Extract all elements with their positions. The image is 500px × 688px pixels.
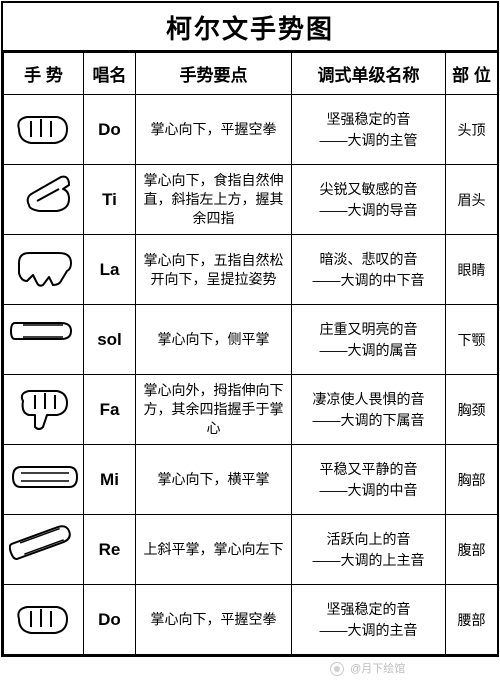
mode-name: 暗淡、悲叹的音——大调的中下音 (292, 235, 446, 305)
gesture-icon-cell (4, 515, 84, 585)
hand-gesture-icon (9, 350, 79, 367)
hand-gesture-icon (9, 490, 79, 507)
watermark: @月下绘馆 (330, 660, 405, 676)
chart-frame: 柯尔文手势图 手 势 唱名 手势要点 调式单级名称 部 位 Do掌心向下，平握空… (1, 1, 499, 657)
gesture-keypoints: 掌心向下，横平掌 (136, 445, 292, 515)
gesture-icon-cell (4, 585, 84, 655)
hand-gesture-icon (9, 560, 79, 577)
mode-name: 尖锐又敏感的音——大调的导音 (292, 165, 446, 235)
gesture-icon-cell (4, 375, 84, 445)
hand-gesture-icon (9, 280, 79, 297)
hand-gesture-icon (9, 140, 79, 157)
gesture-keypoints: 掌心向下，食指自然伸直，斜指左上方，握其余四指 (136, 165, 292, 235)
gesture-icon-cell (4, 305, 84, 375)
col-gesture: 手 势 (4, 53, 84, 95)
sing-name: Do (84, 95, 136, 165)
mode-line2: ——大调的下属音 (294, 410, 443, 430)
hand-gesture-icon (9, 630, 79, 647)
gesture-keypoints: 掌心向下，五指自然松开向下，呈提拉姿势 (136, 235, 292, 305)
mode-line1: 凄凉使人畏惧的音 (294, 389, 443, 409)
hand-gesture-icon (9, 420, 79, 437)
gesture-keypoints: 上斜平掌，掌心向左下 (136, 515, 292, 585)
mode-line2: ——大调的属音 (294, 340, 443, 360)
table-row: Mi掌心向下，横平掌平稳又平静的音——大调的中音胸部 (4, 445, 498, 515)
body-part: 下颚 (446, 305, 498, 375)
mode-line1: 庄重又明亮的音 (294, 319, 443, 339)
mode-name: 凄凉使人畏惧的音——大调的下属音 (292, 375, 446, 445)
mode-line2: ——大调的上主音 (294, 550, 443, 570)
chart-title: 柯尔文手势图 (3, 3, 497, 52)
sing-name: Re (84, 515, 136, 585)
mode-line1: 平稳又平静的音 (294, 459, 443, 479)
body-part: 胸颈 (446, 375, 498, 445)
body-part: 眼睛 (446, 235, 498, 305)
table-row: Fa掌心向外，拇指伸向下方，其余四指握手于掌心凄凉使人畏惧的音——大调的下属音胸… (4, 375, 498, 445)
gesture-icon-cell (4, 95, 84, 165)
mode-line1: 暗淡、悲叹的音 (294, 249, 443, 269)
table-row: Re上斜平掌，掌心向左下活跃向上的音——大调的上主音腹部 (4, 515, 498, 585)
mode-line1: 活跃向上的音 (294, 529, 443, 549)
mode-line2: ——大调的导音 (294, 200, 443, 220)
mode-name: 坚强稳定的音——大调的主管 (292, 95, 446, 165)
body-part: 头顶 (446, 95, 498, 165)
gesture-keypoints: 掌心向外，拇指伸向下方，其余四指握手于掌心 (136, 375, 292, 445)
mode-line1: 尖锐又敏感的音 (294, 179, 443, 199)
mode-line2: ——大调的中下音 (294, 270, 443, 290)
mode-line1: 坚强稳定的音 (294, 109, 443, 129)
table-row: sol掌心向下，侧平掌庄重又明亮的音——大调的属音下颚 (4, 305, 498, 375)
mode-line2: ——大调的主管 (294, 130, 443, 150)
gesture-icon-cell (4, 235, 84, 305)
sing-name: sol (84, 305, 136, 375)
gesture-table: 手 势 唱名 手势要点 调式单级名称 部 位 Do掌心向下，平握空拳坚强稳定的音… (3, 52, 498, 655)
hand-gesture-icon (9, 210, 79, 227)
mode-name: 庄重又明亮的音——大调的属音 (292, 305, 446, 375)
table-row: Do掌心向下，平握空拳坚强稳定的音——大调的主音腰部 (4, 585, 498, 655)
gesture-keypoints: 掌心向下，侧平掌 (136, 305, 292, 375)
gesture-icon-cell (4, 165, 84, 235)
sing-name: Do (84, 585, 136, 655)
col-key: 手势要点 (136, 53, 292, 95)
mode-line2: ——大调的中音 (294, 480, 443, 500)
body-part: 腰部 (446, 585, 498, 655)
col-sing: 唱名 (84, 53, 136, 95)
gesture-keypoints: 掌心向下，平握空拳 (136, 585, 292, 655)
mode-name: 平稳又平静的音——大调的中音 (292, 445, 446, 515)
table-row: La掌心向下，五指自然松开向下，呈提拉姿势暗淡、悲叹的音——大调的中下音眼睛 (4, 235, 498, 305)
gesture-icon-cell (4, 445, 84, 515)
sing-name: Fa (84, 375, 136, 445)
body-part: 胸部 (446, 445, 498, 515)
header-row: 手 势 唱名 手势要点 调式单级名称 部 位 (4, 53, 498, 95)
table-row: Do掌心向下，平握空拳坚强稳定的音——大调的主管头顶 (4, 95, 498, 165)
sing-name: La (84, 235, 136, 305)
body-part: 眉头 (446, 165, 498, 235)
sing-name: Ti (84, 165, 136, 235)
mode-line1: 坚强稳定的音 (294, 599, 443, 619)
col-part: 部 位 (446, 53, 498, 95)
mode-name: 活跃向上的音——大调的上主音 (292, 515, 446, 585)
col-mode: 调式单级名称 (292, 53, 446, 95)
table-row: Ti掌心向下，食指自然伸直，斜指左上方，握其余四指尖锐又敏感的音——大调的导音眉… (4, 165, 498, 235)
watermark-text: @月下绘馆 (350, 663, 405, 675)
watermark-icon (330, 662, 344, 676)
body-part: 腹部 (446, 515, 498, 585)
mode-name: 坚强稳定的音——大调的主音 (292, 585, 446, 655)
sing-name: Mi (84, 445, 136, 515)
gesture-keypoints: 掌心向下，平握空拳 (136, 95, 292, 165)
mode-line2: ——大调的主音 (294, 620, 443, 640)
